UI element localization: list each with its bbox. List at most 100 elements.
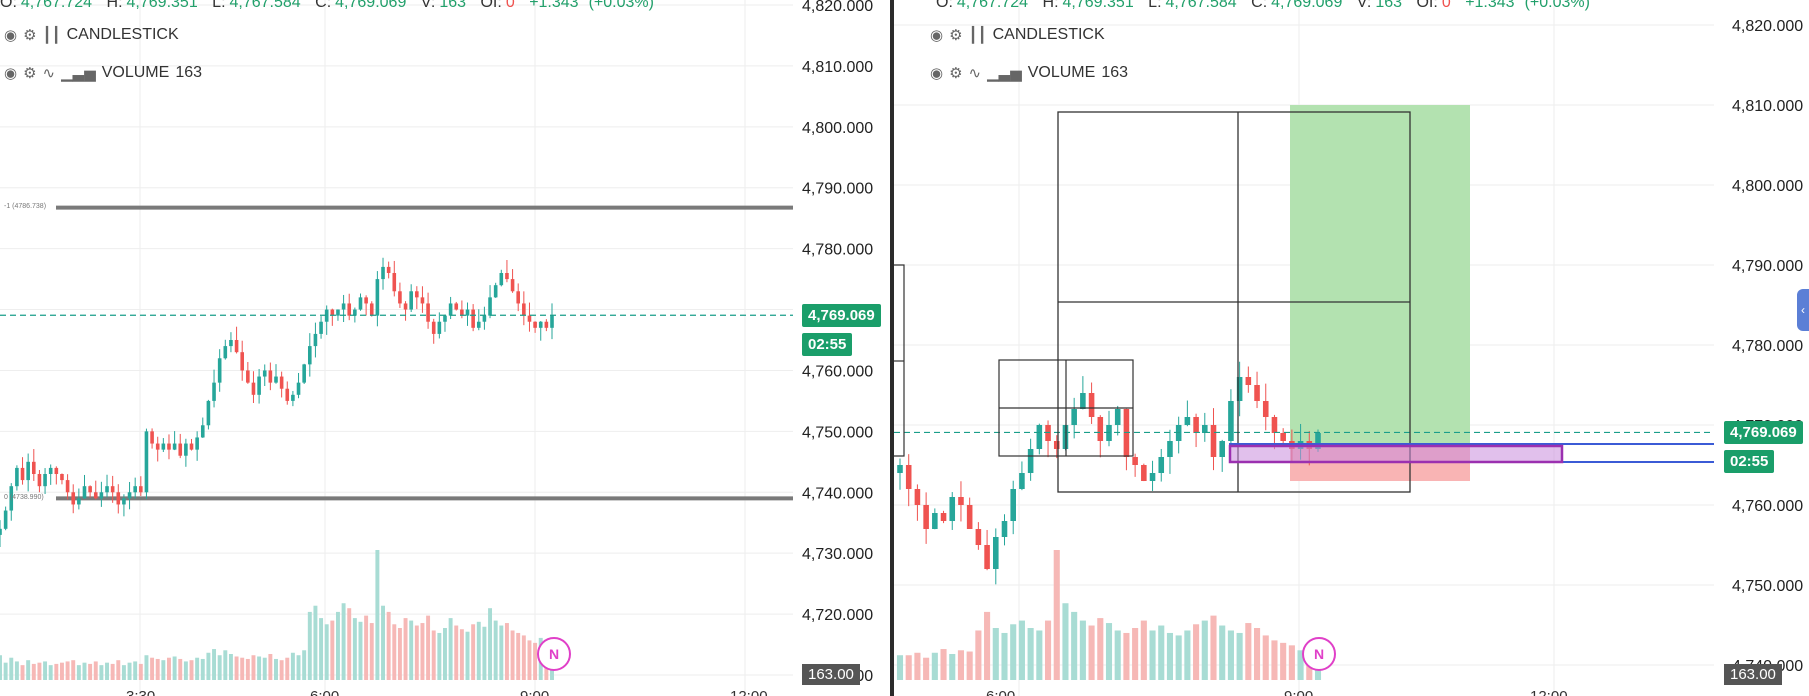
volume-bar: [975, 630, 982, 680]
volume-bar: [1062, 603, 1069, 680]
candle-body: [914, 489, 921, 505]
candle-body: [184, 443, 188, 456]
candle-body: [1036, 425, 1043, 449]
collapse-panel-handle[interactable]: ‹: [1797, 289, 1809, 331]
candle-body: [116, 492, 121, 505]
candle-body: [212, 382, 216, 401]
candle-body: [454, 303, 459, 310]
volume-bar: [302, 650, 307, 680]
candlestick-indicator-row[interactable]: ◉ ⚙ ┃┃ CANDLESTICK: [4, 26, 179, 44]
volume-bar: [504, 623, 509, 680]
volume-bar: [335, 611, 340, 680]
y-tick-label: 4,730.000: [802, 546, 873, 563]
candle-body: [195, 437, 199, 450]
candle-body: [313, 333, 318, 347]
volume-bar: [521, 635, 526, 680]
gear-icon[interactable]: ⚙: [949, 65, 963, 82]
candle-body: [1280, 433, 1286, 441]
pulse-icon: ∿: [42, 65, 56, 82]
volume-tag: 163.00: [1724, 664, 1782, 685]
volume-bar: [245, 658, 250, 680]
gear-icon[interactable]: ⚙: [23, 27, 37, 44]
close-label: C:: [315, 0, 332, 11]
last-price-tag: 4,769.069: [802, 304, 881, 327]
volume-indicator-row[interactable]: ◉ ⚙ ∿ ▁▃▅ VOLUME 163: [4, 64, 202, 82]
eye-icon[interactable]: ◉: [4, 65, 18, 82]
x-tick-label: 12:00: [730, 688, 768, 696]
left-chart-canvas[interactable]: 4,820.000 4,810.000 4,800.000 4,790.000 4,78…: [0, 0, 890, 696]
candle-body: [386, 266, 391, 273]
volume-bar: [1149, 630, 1156, 680]
left-chart-pane[interactable]: 4,820.000 4,810.000 4,800.000 4,790.000 4,78…: [0, 0, 890, 696]
right-chart-canvas[interactable]: 4,820.000 4,810.000 4,800.000 4,790.000 4,78…: [894, 0, 1809, 696]
volume-indicator-value: 163: [1101, 64, 1129, 81]
volume-bar: [1036, 630, 1043, 680]
y-tick-label: 4,820.000: [1732, 18, 1803, 35]
candle-body: [65, 480, 70, 493]
candle-body: [471, 309, 475, 328]
eye-icon[interactable]: ◉: [930, 65, 944, 82]
volume-tag: 163.00: [802, 664, 860, 685]
pane-divider[interactable]: [890, 0, 894, 696]
y-tick-label: 4,750.000: [802, 424, 873, 441]
gear-icon[interactable]: ⚙: [23, 65, 37, 82]
candle-body: [1236, 377, 1243, 401]
volume-bar: [471, 624, 476, 680]
candlestick-icon: ┃┃: [968, 27, 987, 44]
countdown-tag: 02:55: [1724, 450, 1775, 473]
volume-bar: [195, 657, 200, 680]
volume-bar: [414, 625, 419, 680]
candle-body: [358, 297, 363, 310]
eye-icon[interactable]: ◉: [930, 27, 944, 44]
candle-body: [375, 279, 380, 316]
candle-body: [1141, 465, 1147, 481]
news-marker[interactable]: N: [537, 637, 571, 671]
volume-bar: [426, 615, 431, 680]
eye-icon[interactable]: ◉: [4, 27, 18, 44]
volume-bar: [268, 654, 273, 680]
candle-body: [932, 513, 938, 529]
candle-body: [1080, 393, 1086, 409]
volume-bar: [966, 651, 973, 680]
volume-bar: [262, 657, 267, 680]
volume-bar: [516, 632, 521, 680]
volume-bar: [1140, 620, 1147, 680]
x-tick-label: 9:00: [1284, 688, 1313, 696]
volume-indicator-row[interactable]: ◉ ⚙ ∿ ▁▃▅ VOLUME 163: [930, 64, 1128, 82]
candle-body: [133, 486, 137, 493]
change-value: +1.343: [1465, 0, 1515, 11]
volume-bar: [931, 652, 938, 680]
candlestick-indicator-row[interactable]: ◉ ⚙ ┃┃ CANDLESTICK: [930, 26, 1105, 44]
candle-body: [167, 443, 171, 450]
candle-body: [482, 315, 487, 322]
low-value: 4,767.584: [229, 0, 301, 11]
volume-bar: [1236, 632, 1243, 680]
volume-bar: [1166, 632, 1174, 680]
candle-body: [1088, 393, 1095, 417]
candle-body: [234, 340, 239, 353]
open-value: 4,767.724: [956, 0, 1029, 11]
volume-bar: [330, 620, 335, 680]
candle-body: [77, 498, 81, 505]
volume-bar: [3, 662, 8, 680]
volume-bar: [352, 618, 357, 680]
volume-bar: [217, 655, 222, 680]
volume-bar: [105, 662, 109, 680]
candle-body: [1193, 417, 1199, 433]
candle-body: [296, 382, 301, 395]
volume-bar: [375, 550, 380, 680]
right-chart-pane[interactable]: 4,820.000 4,810.000 4,800.000 4,790.000 4,78…: [894, 0, 1809, 696]
volume-bar: [1044, 620, 1052, 680]
candle-body: [897, 465, 903, 473]
volume-bar: [1184, 630, 1191, 680]
news-marker[interactable]: N: [1302, 637, 1336, 671]
volume-bar: [43, 661, 48, 680]
volume-bar: [896, 655, 904, 680]
volume-bar: [1088, 625, 1095, 680]
gear-icon[interactable]: ⚙: [949, 27, 963, 44]
candle-body: [1315, 433, 1321, 449]
candle-body: [274, 376, 278, 383]
volume-bar: [54, 663, 59, 680]
high-label: H:: [106, 0, 123, 11]
volume-bar: [409, 620, 414, 680]
